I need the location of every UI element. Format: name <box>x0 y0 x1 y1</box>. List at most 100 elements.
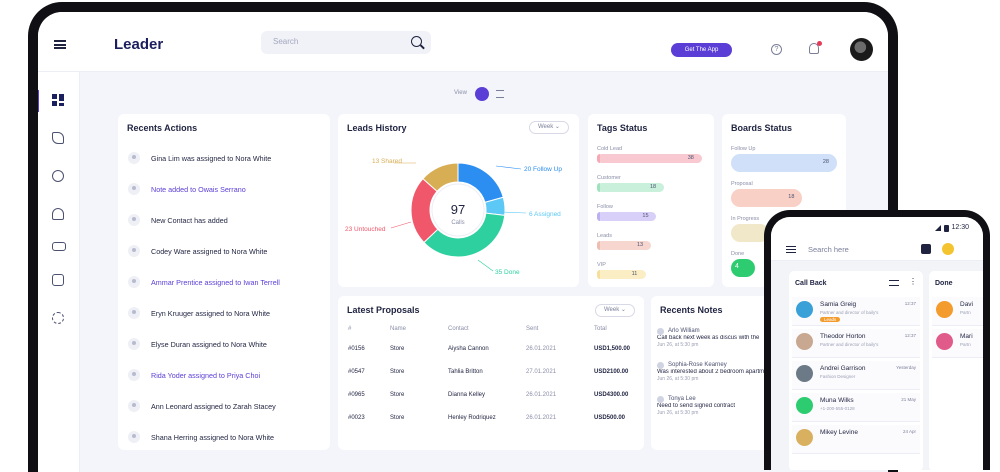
sort-icon[interactable] <box>889 280 899 286</box>
note-author: Arlo William <box>668 328 700 334</box>
contact-date: 21 May <box>901 397 916 402</box>
leads-history-title: Leads History <box>347 123 407 133</box>
table-cell: #0023 <box>348 415 365 421</box>
board-status-bar <box>731 154 837 172</box>
table-row[interactable]: #0547 Store Tahlia Britton 27.01.2021 USD210… <box>348 369 638 383</box>
label-shared: 13 Shared <box>372 158 402 165</box>
contact-card[interactable]: Theodor Horton Partner and director of ba… <box>792 329 920 358</box>
note-date: Jun 26, at 5:30 pm <box>657 342 699 348</box>
view-label: View <box>454 90 467 96</box>
done-avatar <box>936 333 953 350</box>
done-card[interactable]: Mari Partn <box>932 329 983 358</box>
contact-date: 12:37 <box>904 301 916 306</box>
action-text: Ann Leonard assigned to Zarah Stacey <box>151 402 276 411</box>
contact-date: 24 Apr <box>902 429 916 434</box>
dashboard-icon[interactable] <box>38 90 64 112</box>
settings-icon[interactable] <box>52 312 64 324</box>
leads-range-dropdown[interactable]: Week ⌄ <box>529 121 569 134</box>
phone-status-bar: 12:30 <box>771 217 983 237</box>
tag-status-row[interactable]: Customer 18 <box>597 175 705 192</box>
tag-status-value: 15 <box>642 213 649 219</box>
tag-status-label: Follow <box>597 204 613 210</box>
user-avatar[interactable] <box>850 38 873 61</box>
list-view-icon[interactable] <box>496 90 504 98</box>
card-icon[interactable] <box>52 242 66 251</box>
bell-icon[interactable] <box>52 208 64 220</box>
top-bar: Leader Search Get The App ? <box>38 12 888 72</box>
note-message: Need to send signed contract <box>657 403 736 409</box>
avatar-placeholder-icon <box>128 276 140 288</box>
note-author: Tonya Lee <box>668 396 696 402</box>
table-cell: Dianna Kelley <box>448 392 486 398</box>
note-item[interactable]: Arlo William Call back next week as discu… <box>657 328 777 349</box>
grid-view-icon[interactable] <box>475 87 489 101</box>
table-cell: #0156 <box>348 346 365 352</box>
board-status-row[interactable]: Follow Up 28 <box>731 146 839 172</box>
avatar-placeholder-icon <box>128 338 140 350</box>
user-icon[interactable] <box>52 170 64 182</box>
note-item[interactable]: Sophia-Rose Kearney Was interested about … <box>657 362 777 383</box>
done-card[interactable]: Davi Partn <box>932 297 983 326</box>
contact-card[interactable]: Muna Wilks +1-200-555-0128 21 May <box>792 393 920 422</box>
search-icon[interactable] <box>411 36 422 47</box>
action-text: Codey Ware assigned to Nora White <box>151 247 268 256</box>
board-status-row[interactable]: In Progress <box>731 216 839 242</box>
tag-status-row[interactable]: Follow 15 <box>597 204 705 221</box>
note-item[interactable]: Tonya Lee Need to send signed contract Jun… <box>657 396 777 417</box>
phone-icon[interactable] <box>52 132 64 144</box>
board-status-bar <box>731 224 769 242</box>
donut-center-label: Calls <box>451 220 464 226</box>
help-icon[interactable]: ? <box>771 44 782 55</box>
tag-status-row[interactable]: VIP 11 <box>597 262 705 279</box>
phone-clock: 12:30 <box>951 224 969 231</box>
tag-status-row[interactable]: Leads 13 <box>597 233 705 250</box>
tag-status-bar <box>597 241 651 250</box>
phone-menu-icon[interactable] <box>786 246 796 253</box>
proposals-range-dropdown[interactable]: Week ⌄ <box>595 304 635 317</box>
contact-avatar <box>796 365 813 382</box>
premium-icon[interactable] <box>942 243 954 255</box>
done-column: Done Davi Partn Mari Partn <box>929 271 983 470</box>
tag-status-bar <box>597 154 702 163</box>
phone-search-bar[interactable]: Search here <box>771 237 983 261</box>
tag-status-row[interactable]: Cold Lead 38 <box>597 146 705 163</box>
table-cell: 26.01.2021 <box>526 415 557 421</box>
avatar-placeholder-icon <box>128 152 140 164</box>
contact-avatar <box>796 301 813 318</box>
contact-card[interactable]: Samia Greig Partner and director of baily… <box>792 297 920 326</box>
search-placeholder: Search <box>273 37 299 46</box>
board-status-row[interactable]: Done 4 <box>731 251 839 277</box>
phone-search-placeholder: Search here <box>808 245 849 254</box>
avatar-placeholder-icon <box>128 307 140 319</box>
tag-status-value: 18 <box>649 184 657 190</box>
avatar-placeholder-icon <box>128 400 140 412</box>
table-row[interactable]: #0156 Store Aiysha Cannon 26.01.2021 USD1,50… <box>348 346 638 360</box>
donut-slice-shared[interactable] <box>422 162 459 193</box>
board-status-row[interactable]: Proposal 18 <box>731 181 839 207</box>
table-cell: #0547 <box>348 369 365 375</box>
call-back-column: Call Back ⋮ Samia Greig Partner and direc… <box>789 271 923 470</box>
done-role: Partn <box>960 342 971 347</box>
done-role: Partn <box>960 310 971 315</box>
board-icon[interactable] <box>921 244 931 254</box>
note-author-avatar <box>657 396 664 403</box>
action-text: Elyse Duran assigned to Nora White <box>151 340 267 349</box>
search-input[interactable]: Search <box>261 31 431 54</box>
contact-card[interactable]: Andrei Garrison Fashion Designer Yesterday <box>792 361 920 390</box>
recent-notes-title: Recents Notes <box>660 305 723 315</box>
contact-role: +1-200-555-0128 <box>820 406 855 411</box>
recent-notes-card: Recents Notes Arlo William Call back next… <box>651 296 781 450</box>
calendar-icon[interactable] <box>52 274 64 286</box>
notification-bell-icon[interactable] <box>809 41 822 54</box>
get-app-button[interactable]: Get The App <box>671 43 732 57</box>
table-cell: #0965 <box>348 392 365 398</box>
contact-name: Mikey Levine <box>820 429 858 436</box>
tag-status-fill-edge <box>597 241 600 250</box>
more-icon[interactable]: ⋮ <box>909 277 917 286</box>
table-row[interactable]: #0023 Store Henley Rodriquez 26.01.2021 USD5… <box>348 415 638 429</box>
menu-icon[interactable] <box>54 40 66 49</box>
recent-actions-card: Recents Actions Gina Lim was assigned to… <box>118 114 330 450</box>
contact-card[interactable]: Mikey Levine 24 Apr <box>792 425 920 454</box>
table-row[interactable]: #0965 Store Dianna Kelley 26.01.2021 USD4300… <box>348 392 638 406</box>
note-author: Sophia-Rose Kearney <box>668 362 727 368</box>
